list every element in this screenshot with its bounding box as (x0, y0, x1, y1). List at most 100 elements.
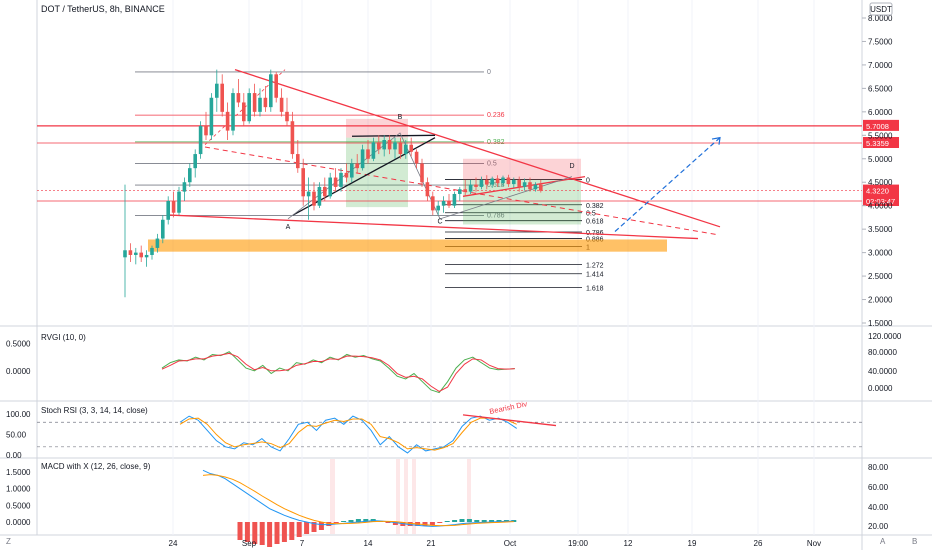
candle-body (279, 97, 284, 112)
candle-body (312, 191, 316, 206)
macd-histogram-bar (466, 519, 472, 522)
candle-body (458, 189, 462, 194)
macd-right-tick-label: 20.00 (868, 522, 889, 531)
price-label-text: 02:03:47 (866, 197, 895, 206)
candle-body (468, 184, 473, 192)
candle-body (533, 184, 538, 190)
candle-body (269, 74, 273, 108)
fib-left-label: 0 (487, 69, 491, 76)
candle-body (382, 140, 386, 150)
candle-body (198, 125, 203, 155)
macd-histogram-bar (429, 522, 435, 525)
macd-histogram-bar (459, 519, 465, 522)
stoch-tick-label: 100.00 (6, 410, 31, 419)
candle-body (301, 168, 305, 197)
macd-histogram-bar (237, 522, 243, 540)
price-tick-label: 2.5000 (868, 272, 893, 281)
macd-highlight-band (396, 459, 400, 534)
projection-arrowhead (711, 136, 721, 145)
candle-body (188, 168, 192, 183)
macd-title: MACD with X (12, 26, close, 9) (41, 462, 151, 471)
fib-right-label: 1.414 (586, 272, 604, 279)
candle-body (425, 182, 430, 197)
rvgi-right-tick-label: 0.0000 (868, 384, 893, 393)
price-tick-label: 7.5000 (868, 37, 893, 46)
candle-body (139, 252, 143, 258)
currency-badge[interactable] (869, 2, 893, 16)
macd-right-tick-label: 40.00 (868, 503, 889, 512)
fib-left-label: 0.236 (487, 112, 505, 119)
price-label-text: 5.3359 (866, 139, 889, 148)
candle-body (409, 144, 413, 152)
macd-histogram-bar (385, 522, 391, 523)
candle-body (490, 178, 494, 185)
candle-body (495, 178, 500, 184)
candle-body (225, 111, 230, 131)
macd-histogram-bar (274, 522, 280, 544)
time-tick-label: Sep (242, 539, 257, 548)
candle-body (344, 172, 349, 178)
candle-body (393, 142, 397, 150)
macd-histogram-bar (304, 522, 310, 534)
candle-body (441, 201, 446, 206)
auto-button[interactable]: A (880, 537, 886, 546)
candle-body (522, 182, 527, 187)
time-tick-label: 19:00 (568, 539, 589, 548)
candle-body (128, 250, 133, 255)
macd-tick-label: 1.5000 (6, 468, 31, 477)
macd-histogram-bar (333, 522, 339, 523)
candle-body (247, 93, 251, 122)
candle-body (204, 125, 208, 136)
candle-body (431, 196, 435, 211)
candle-body (452, 193, 457, 206)
rvgi-tick-label: 0.0000 (6, 367, 31, 376)
macd-histogram-bar (267, 522, 273, 547)
z-button[interactable]: Z (6, 537, 11, 546)
lower-trendline (169, 214, 699, 240)
time-tick-label: 12 (624, 539, 633, 548)
macd-highlight-band (404, 459, 408, 534)
candle-body (161, 219, 165, 239)
macd-highlight-band (330, 459, 335, 534)
candle-body (501, 177, 505, 184)
macd-histogram-bar (355, 519, 361, 522)
macd-histogram-bar (259, 522, 265, 545)
macd-histogram-bar (363, 519, 369, 522)
macd-histogram-bar (244, 522, 250, 542)
candle-body (290, 121, 295, 155)
time-tick-label: 26 (754, 539, 763, 548)
time-tick-label: 19 (688, 539, 697, 548)
price-tick-label: 3.5000 (868, 225, 893, 234)
macd-histogram-bar (348, 520, 354, 522)
bearish-div-line (462, 414, 557, 427)
time-tick-label: 21 (427, 539, 436, 548)
candle-body (512, 179, 516, 185)
abcd-pattern (287, 132, 573, 220)
candle-body (323, 186, 327, 197)
candle-body (333, 177, 338, 187)
candle-body (123, 250, 127, 258)
candle-body (155, 238, 160, 248)
macd-histogram-bar (318, 522, 324, 530)
red-zone-box-right (463, 158, 581, 180)
price-tick-label: 8.0000 (868, 14, 893, 23)
candle-body (177, 191, 181, 213)
price-label-box (863, 195, 899, 206)
price-tick-label: 2.0000 (868, 296, 893, 305)
candle-body (231, 93, 235, 131)
rvgi-right-tick-label: 120.0000 (868, 332, 902, 341)
time-tick-label: 14 (364, 539, 373, 548)
candle-body (539, 184, 543, 191)
candle-body (528, 182, 532, 190)
price-label-text: 5.7008 (866, 122, 889, 131)
candle-body (404, 144, 408, 155)
orange-support-box (148, 239, 667, 252)
candles-layer (123, 69, 543, 298)
macd-histogram-bar (496, 520, 502, 522)
b-button[interactable]: B (912, 537, 917, 546)
stoch-tick-label: 50.00 (6, 431, 27, 440)
fib-left-label: 0.5 (487, 160, 497, 167)
macd-histogram-bar (481, 520, 487, 522)
macd-histogram-bar (281, 522, 287, 542)
